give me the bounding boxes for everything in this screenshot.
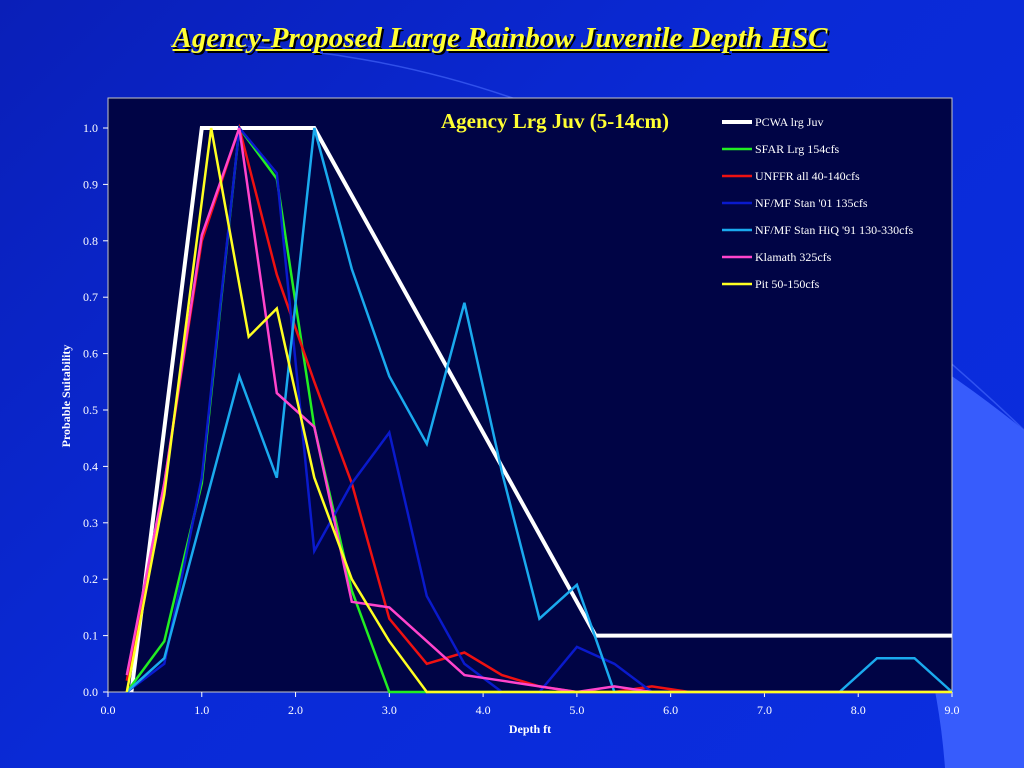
x-tick-label: 7.0 bbox=[757, 703, 772, 717]
legend-label-4: NF/MF Stan HiQ '91 130-330cfs bbox=[755, 223, 913, 237]
legend-label-0: PCWA lrg Juv bbox=[755, 115, 823, 129]
y-axis: 0.0 0.1 0.2 0.3 0.4 0.5 0.6 0.7 0.8 0.9 1.0 bbox=[83, 121, 108, 699]
y-tick-label: 0.2 bbox=[83, 572, 98, 586]
y-tick-label: 0.4 bbox=[83, 459, 98, 473]
y-tick-label: 0.6 bbox=[83, 347, 98, 361]
y-tick-label: 0.8 bbox=[83, 234, 98, 248]
y-tick-label: 1.0 bbox=[83, 121, 98, 135]
y-tick-label: 0.7 bbox=[83, 290, 98, 304]
y-tick-label: 0.1 bbox=[83, 629, 98, 643]
legend-label-2: UNFFR all 40-140cfs bbox=[755, 169, 860, 183]
x-tick-label: 3.0 bbox=[382, 703, 397, 717]
legend-label-6: Pit 50-150cfs bbox=[755, 277, 820, 291]
x-tick-label: 8.0 bbox=[851, 703, 866, 717]
x-axis-title: Depth ft bbox=[509, 722, 551, 736]
legend: PCWA lrg Juv SFAR Lrg 154cfs UNFFR all 40-… bbox=[722, 115, 913, 291]
y-tick-label: 0.0 bbox=[83, 685, 98, 699]
x-tick-label: 4.0 bbox=[476, 703, 491, 717]
y-axis-title: Probable Suitability bbox=[59, 345, 73, 448]
x-tick-label: 0.0 bbox=[101, 703, 116, 717]
x-tick-label: 6.0 bbox=[663, 703, 678, 717]
series-line-3 bbox=[126, 124, 952, 694]
slide-title: Agency-Proposed Large Rainbow Juvenile D… bbox=[172, 22, 828, 54]
y-tick-label: 0.5 bbox=[83, 403, 98, 417]
y-tick-label: 0.9 bbox=[83, 177, 98, 191]
x-tick-label: 1.0 bbox=[194, 703, 209, 717]
series-lines bbox=[125, 123, 953, 694]
x-tick-label: 5.0 bbox=[569, 703, 584, 717]
chart-title: Agency Lrg Juv (5-14cm) bbox=[441, 109, 669, 133]
x-axis: 0.0 1.0 2.0 3.0 4.0 5.0 6.0 7.0 8.0 9.0 bbox=[101, 692, 960, 717]
legend-label-5: Klamath 325cfs bbox=[755, 250, 832, 264]
x-tick-label: 9.0 bbox=[945, 703, 960, 717]
legend-label-3: NF/MF Stan '01 135cfs bbox=[755, 196, 868, 210]
y-tick-label: 0.3 bbox=[83, 516, 98, 530]
series-line-6 bbox=[125, 127, 952, 694]
x-tick-label: 2.0 bbox=[288, 703, 303, 717]
legend-label-1: SFAR Lrg 154cfs bbox=[755, 142, 840, 156]
